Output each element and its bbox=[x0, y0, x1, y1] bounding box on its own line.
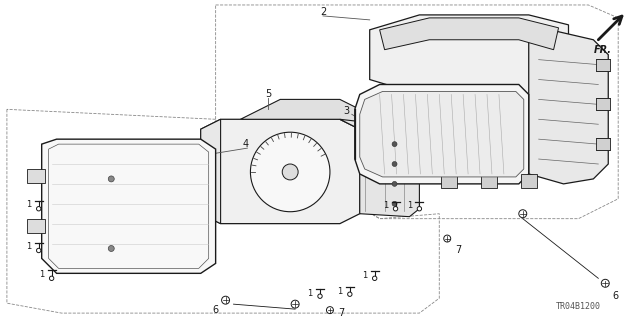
Text: 2: 2 bbox=[320, 7, 326, 17]
Polygon shape bbox=[360, 92, 524, 177]
Polygon shape bbox=[42, 139, 216, 273]
Text: 6: 6 bbox=[212, 305, 219, 315]
Bar bbox=[596, 59, 611, 70]
Text: FR.: FR. bbox=[595, 45, 612, 55]
Text: 1: 1 bbox=[407, 201, 412, 210]
Circle shape bbox=[392, 182, 397, 186]
Circle shape bbox=[392, 142, 397, 147]
Text: 1: 1 bbox=[39, 270, 44, 279]
Text: TR04B1200: TR04B1200 bbox=[556, 302, 601, 311]
Circle shape bbox=[348, 292, 352, 296]
Circle shape bbox=[444, 235, 451, 242]
Polygon shape bbox=[380, 18, 559, 50]
Bar bbox=[27, 169, 45, 183]
Bar bbox=[481, 174, 497, 188]
Text: 1: 1 bbox=[337, 287, 342, 296]
Circle shape bbox=[291, 300, 299, 308]
Text: 1: 1 bbox=[362, 271, 367, 280]
Polygon shape bbox=[340, 119, 419, 217]
Polygon shape bbox=[355, 85, 529, 184]
Circle shape bbox=[250, 132, 330, 212]
Circle shape bbox=[392, 161, 397, 167]
Text: 3: 3 bbox=[344, 106, 350, 116]
Polygon shape bbox=[529, 25, 608, 184]
Polygon shape bbox=[201, 119, 360, 224]
Circle shape bbox=[36, 248, 41, 253]
Bar bbox=[521, 174, 537, 188]
Polygon shape bbox=[201, 119, 221, 224]
Bar bbox=[596, 98, 611, 110]
Circle shape bbox=[519, 210, 527, 218]
Bar bbox=[27, 219, 45, 233]
Text: 4: 4 bbox=[243, 139, 248, 149]
Bar bbox=[441, 174, 457, 188]
Polygon shape bbox=[241, 100, 360, 129]
Text: 1: 1 bbox=[307, 289, 313, 298]
Circle shape bbox=[372, 276, 377, 280]
Polygon shape bbox=[370, 15, 568, 94]
Circle shape bbox=[394, 206, 397, 211]
Text: 5: 5 bbox=[265, 89, 271, 100]
Circle shape bbox=[49, 276, 54, 280]
Circle shape bbox=[108, 246, 115, 251]
Text: 1: 1 bbox=[26, 242, 31, 251]
Bar bbox=[596, 138, 611, 150]
Circle shape bbox=[36, 206, 41, 211]
Circle shape bbox=[318, 294, 322, 298]
Text: 1: 1 bbox=[383, 201, 388, 210]
Circle shape bbox=[108, 176, 115, 182]
Text: 7: 7 bbox=[455, 246, 461, 256]
Text: 6: 6 bbox=[612, 291, 618, 301]
Text: 7: 7 bbox=[338, 308, 344, 318]
Text: 1: 1 bbox=[26, 200, 31, 209]
Circle shape bbox=[282, 164, 298, 180]
Circle shape bbox=[602, 279, 609, 287]
Circle shape bbox=[417, 206, 422, 211]
Circle shape bbox=[392, 201, 397, 206]
Circle shape bbox=[221, 296, 230, 304]
Circle shape bbox=[326, 307, 333, 314]
